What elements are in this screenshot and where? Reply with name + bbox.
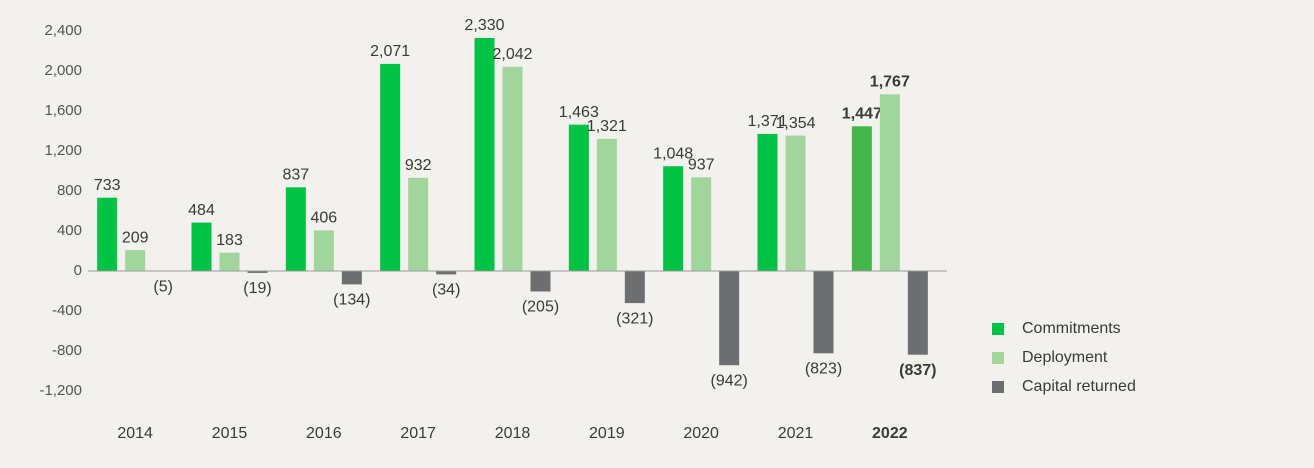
data-label: 2,330 (464, 17, 504, 34)
bar (596, 138, 617, 271)
data-label: (942) (710, 372, 747, 389)
data-label: (321) (616, 310, 653, 327)
bar (97, 197, 118, 271)
data-label: (5) (153, 279, 173, 296)
data-label: 932 (405, 157, 432, 174)
x-tick-label: 2017 (400, 425, 436, 442)
legend-label: Commitments (1022, 320, 1121, 337)
bar (313, 230, 334, 271)
data-label: 209 (122, 229, 149, 246)
data-label: 484 (188, 202, 215, 219)
data-label: (205) (522, 299, 559, 316)
y-tick-label: 2,400 (44, 22, 82, 39)
data-label: 1,354 (775, 115, 815, 132)
bar (624, 271, 645, 304)
bar (219, 252, 240, 271)
legend-swatch (992, 352, 1004, 364)
data-label: 733 (94, 177, 121, 194)
x-tick-label: 2019 (589, 425, 625, 442)
bar (757, 133, 778, 271)
x-tick-label: 2016 (306, 425, 342, 442)
y-tick-label: 1,200 (44, 142, 82, 159)
bar (568, 124, 589, 271)
data-label: 1,463 (559, 104, 599, 121)
data-label: 1,321 (587, 118, 627, 135)
bar (879, 94, 900, 271)
data-label: 1,371 (747, 113, 787, 130)
x-tick-label: 2015 (212, 425, 248, 442)
bar (125, 250, 146, 271)
y-tick-label: 800 (57, 182, 82, 199)
data-label: (34) (432, 282, 460, 299)
bar (408, 177, 429, 271)
bar (285, 187, 306, 271)
data-label: (134) (333, 292, 370, 309)
x-tick-label: 2020 (683, 425, 719, 442)
data-label: 1,048 (653, 145, 693, 162)
data-label: (823) (805, 361, 842, 378)
bar (691, 177, 712, 271)
bar (474, 38, 495, 271)
legend-label: Deployment (1022, 349, 1108, 366)
data-label: 183 (216, 232, 243, 249)
data-label: 1,767 (870, 74, 910, 91)
y-tick-label: -400 (52, 302, 82, 319)
data-label: (837) (899, 362, 936, 379)
legend-swatch (992, 381, 1004, 393)
bar (851, 126, 872, 271)
bar (907, 271, 928, 355)
y-tick-label: 0 (74, 262, 82, 279)
data-label: 837 (282, 167, 309, 184)
bar (530, 271, 551, 292)
bar (785, 135, 806, 271)
data-label: 937 (688, 157, 715, 174)
data-label: 2,071 (370, 43, 410, 60)
x-tick-label: 2018 (495, 425, 531, 442)
x-tick-label: 2014 (117, 425, 153, 442)
x-tick-label: 2022 (872, 425, 908, 442)
bar (191, 222, 212, 271)
bar (502, 66, 523, 271)
legend-swatch (992, 323, 1004, 335)
y-tick-label: 2,000 (44, 62, 82, 79)
y-tick-label: 400 (57, 222, 82, 239)
bar (813, 271, 834, 354)
x-tick-label: 2021 (778, 425, 814, 442)
data-label: 2,042 (492, 46, 532, 63)
y-tick-label: -1,200 (39, 382, 82, 399)
bar (247, 271, 268, 273)
bar (341, 271, 362, 285)
y-tick-label: -800 (52, 342, 82, 359)
bar (380, 63, 401, 272)
y-tick-label: 1,600 (44, 102, 82, 119)
legend-label: Capital returned (1022, 378, 1136, 395)
bar (436, 271, 457, 275)
bar (663, 166, 684, 271)
bar (719, 271, 740, 366)
data-label: 1,447 (842, 106, 882, 123)
data-label: (19) (243, 280, 271, 297)
data-label: 406 (310, 210, 337, 227)
